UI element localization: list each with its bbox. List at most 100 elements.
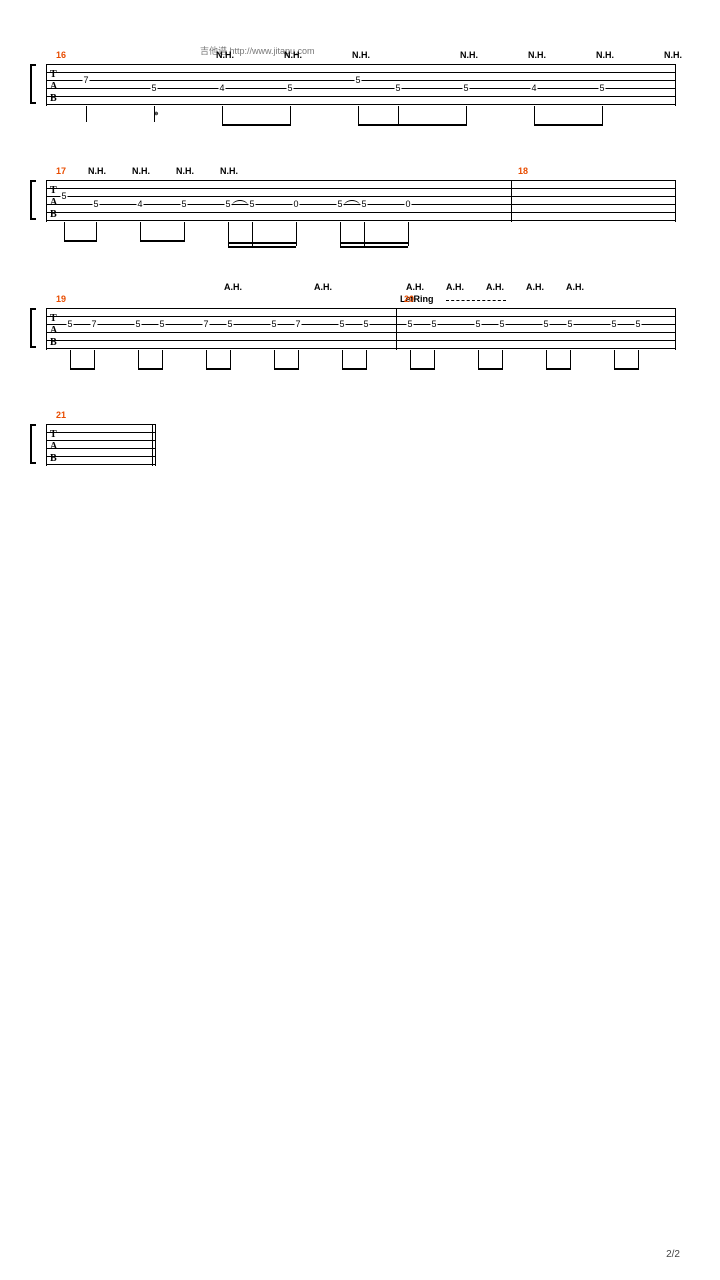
note-stem: [398, 106, 399, 126]
fret-number: 5: [338, 320, 345, 329]
fret-number: 5: [634, 320, 641, 329]
harmonic-annotation: A.H.: [486, 282, 504, 292]
barline-end: [675, 64, 676, 106]
note-stem: [138, 350, 139, 370]
harmonic-annotation: N.H.: [216, 50, 234, 60]
note-stem: [366, 350, 367, 370]
barline: [396, 308, 397, 350]
staff-line: [46, 440, 156, 441]
note-stem: [184, 222, 185, 242]
note-stem: [408, 222, 409, 246]
system-1: N.H.N.H.N.H.N.H.1718TAB5545550550: [30, 166, 690, 222]
harmonic-annotation: N.H.: [664, 50, 682, 60]
note-stem: [358, 106, 359, 126]
tab-clef-letter: A: [50, 442, 57, 452]
measure-number: 18: [518, 166, 528, 176]
barline-end: [155, 424, 156, 466]
beam: [340, 242, 408, 244]
fret-number: 7: [294, 320, 301, 329]
harmonic-annotation: N.H.: [220, 166, 238, 176]
fret-number: 5: [92, 200, 99, 209]
harmonic-annotation: N.H.: [460, 50, 478, 60]
staff-line: [46, 64, 676, 65]
staff-line: [46, 432, 156, 433]
system-bracket: [30, 308, 36, 348]
system-bracket: [30, 424, 36, 464]
fret-number: 5: [462, 84, 469, 93]
note-stem: [162, 350, 163, 370]
note-stem: [222, 106, 223, 126]
tab-staff: 21TAB: [46, 424, 156, 466]
harmonic-annotation: A.H.: [314, 282, 332, 292]
beam: [546, 368, 570, 370]
beam-secondary: [340, 246, 408, 248]
barline: [46, 308, 47, 350]
harmonic-annotation: A.H.: [446, 282, 464, 292]
note-stem: [602, 106, 603, 126]
fret-number: 5: [224, 200, 231, 209]
beam: [342, 368, 366, 370]
note-stem: [434, 350, 435, 370]
fret-number: 5: [360, 200, 367, 209]
beam: [534, 124, 602, 126]
fret-number: 5: [474, 320, 481, 329]
harmonic-annotation: N.H.: [176, 166, 194, 176]
barline-end: [675, 308, 676, 350]
let-ring-line: [446, 300, 506, 301]
note-stem: [546, 350, 547, 370]
staff-line: [46, 308, 676, 309]
note-stem: [274, 350, 275, 370]
harmonic-annotation: A.H.: [406, 282, 424, 292]
fret-number: 5: [566, 320, 573, 329]
fret-number: 5: [430, 320, 437, 329]
tab-staff: 1920TAB575575575555555555: [46, 308, 676, 350]
system-bracket: [30, 180, 36, 220]
system-0: N.H.N.H.N.H.N.H.N.H.N.H.N.H.16TAB7545555…: [30, 50, 690, 106]
measure-number: 16: [56, 50, 66, 60]
harmonic-annotation: N.H.: [528, 50, 546, 60]
fret-number: 5: [134, 320, 141, 329]
tab-staff: 16TAB754555545𝆯: [46, 64, 676, 106]
fret-number: 5: [394, 84, 401, 93]
fret-number: 5: [406, 320, 413, 329]
beam: [478, 368, 502, 370]
fret-number: 5: [66, 320, 73, 329]
tab-clef-letter: T: [50, 314, 57, 324]
fret-number: 5: [150, 84, 157, 93]
fret-number: 0: [292, 200, 299, 209]
note-stem: [410, 350, 411, 370]
staff-line: [46, 180, 676, 181]
tab-clef-letter: B: [50, 94, 57, 104]
staff-line: [46, 188, 676, 189]
beam: [228, 242, 296, 244]
beam: [274, 368, 298, 370]
fret-number: 5: [158, 320, 165, 329]
tab-clef-letter: A: [50, 326, 57, 336]
note-stem: [298, 350, 299, 370]
tab-staff: 1718TAB5545550550: [46, 180, 676, 222]
barline-double: [152, 424, 153, 466]
beam: [70, 368, 94, 370]
fret-number: 5: [286, 84, 293, 93]
note-stem: [296, 222, 297, 246]
beam: [140, 240, 184, 242]
harmonic-annotation: N.H.: [352, 50, 370, 60]
note-stem: [478, 350, 479, 370]
beam: [614, 368, 638, 370]
staff-line: [46, 212, 676, 213]
harmonic-annotation: N.H.: [596, 50, 614, 60]
note-stem: [466, 106, 467, 126]
tie: [344, 200, 360, 206]
page-number: 2/2: [666, 1249, 680, 1260]
staff-line: [46, 316, 676, 317]
fret-number: 5: [498, 320, 505, 329]
note-stem: [86, 106, 87, 122]
barline-end: [675, 180, 676, 222]
barline: [511, 180, 512, 222]
fret-number: 5: [542, 320, 549, 329]
staff-line: [46, 456, 156, 457]
harmonic-annotation: N.H.: [132, 166, 150, 176]
tab-systems: N.H.N.H.N.H.N.H.N.H.N.H.N.H.16TAB7545555…: [30, 50, 690, 466]
harmonic-annotation: N.H.: [284, 50, 302, 60]
tie: [232, 200, 248, 206]
